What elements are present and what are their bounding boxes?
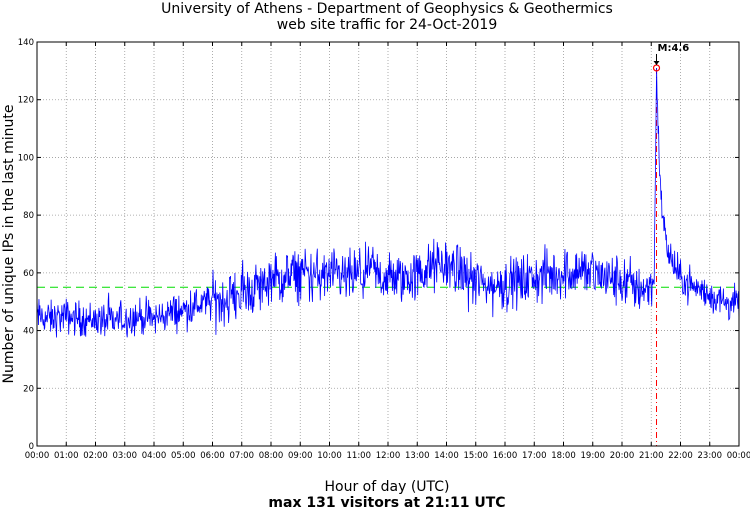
series-line xyxy=(36,67,740,338)
x-tick-label: 16:00 xyxy=(493,451,518,461)
x-tick-label: 00:00 xyxy=(25,451,50,461)
x-tick-label: 22:00 xyxy=(668,451,693,461)
y-tick-label: 140 xyxy=(18,38,34,48)
x-tick-label: 23:00 xyxy=(698,451,723,461)
x-tick-label: 03:00 xyxy=(113,451,138,461)
annotation-arrow-head xyxy=(653,60,660,65)
x-tick-label: 01:00 xyxy=(54,451,79,461)
footer-max-visitors: max 131 visitors at 21:11 UTC xyxy=(268,495,505,511)
chart-subtitle: web site traffic for 24-Oct-2019 xyxy=(277,17,498,33)
x-tick-label: 21:00 xyxy=(639,451,664,461)
x-tick-label: 18:00 xyxy=(551,451,576,461)
chart-title: University of Athens - Department of Geo… xyxy=(161,1,613,17)
y-tick-label: 120 xyxy=(18,96,34,106)
x-tick-label: 00:00 xyxy=(727,451,750,461)
x-tick-label: 20:00 xyxy=(610,451,635,461)
y-axis-label: Number of unique IPs in the last minute xyxy=(1,105,17,384)
x-tick-label: 12:00 xyxy=(376,451,401,461)
x-tick-label: 06:00 xyxy=(200,451,225,461)
x-tick-label: 17:00 xyxy=(522,451,547,461)
y-tick-label: 100 xyxy=(18,153,34,163)
x-tick-label: 04:00 xyxy=(142,451,167,461)
x-tick-label: 13:00 xyxy=(405,451,430,461)
annotation-arrow xyxy=(653,53,660,65)
annotation-label: M:4.6 xyxy=(658,43,690,54)
y-tick-label: 20 xyxy=(23,384,34,394)
y-tick-label: 60 xyxy=(23,269,34,279)
y-tick-label: 0 xyxy=(29,442,34,452)
y-tick-label: 80 xyxy=(23,211,34,221)
x-tick-label: 19:00 xyxy=(581,451,606,461)
x-tick-label: 02:00 xyxy=(83,451,108,461)
axis-ticks: 00:00 01:00 02:00 03:00 04:00 05:00 06:00 07:00… xyxy=(18,38,750,461)
x-tick-label: 05:00 xyxy=(171,451,196,461)
x-tick-label: 11:00 xyxy=(347,451,372,461)
x-axis-label: Hour of day (UTC) xyxy=(325,479,450,495)
x-tick-label: 10:00 xyxy=(317,451,342,461)
x-tick-label: 15:00 xyxy=(464,451,489,461)
x-tick-label: 14:00 xyxy=(434,451,459,461)
x-tick-label: 07:00 xyxy=(230,451,255,461)
y-tick-label: 40 xyxy=(23,327,34,337)
x-tick-label: 09:00 xyxy=(288,451,313,461)
grid xyxy=(37,42,739,446)
x-tick-label: 08:00 xyxy=(259,451,284,461)
